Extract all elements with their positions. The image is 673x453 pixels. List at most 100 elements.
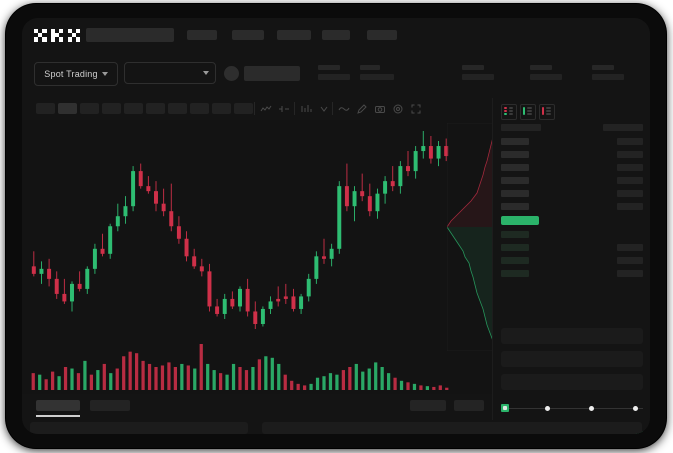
stat-value xyxy=(318,74,350,80)
timeframe-button-3[interactable] xyxy=(80,103,99,114)
stat-24h-volume xyxy=(592,65,624,80)
chevron-down-icon xyxy=(203,71,209,75)
timeframe-button-6[interactable] xyxy=(146,103,165,114)
logo-block xyxy=(59,37,64,42)
chart-tab-depth[interactable] xyxy=(90,400,130,411)
logo-block xyxy=(67,29,72,34)
stat-label xyxy=(462,65,484,70)
amount-slider[interactable] xyxy=(501,403,643,413)
ob-col-price xyxy=(501,124,541,131)
wave-indicator-icon[interactable] xyxy=(338,103,350,115)
line-type-icon[interactable] xyxy=(278,103,290,115)
ask-amount xyxy=(617,138,643,145)
logo-block xyxy=(42,29,47,34)
toolbar-divider xyxy=(254,102,255,115)
order-total-field[interactable] xyxy=(501,374,643,390)
ask-amount xyxy=(617,203,643,210)
nav-item-4[interactable] xyxy=(322,30,350,40)
logo-block xyxy=(42,37,47,42)
fullscreen-icon[interactable] xyxy=(410,103,422,115)
logo-block xyxy=(76,37,81,42)
nav-item-2[interactable] xyxy=(232,30,264,40)
draw-pencil-icon[interactable] xyxy=(356,103,368,115)
timeframe-button-5[interactable] xyxy=(124,103,143,114)
timeframe-button-2[interactable] xyxy=(58,103,77,114)
bid-amount xyxy=(617,270,643,277)
bid-price xyxy=(501,270,529,277)
slider-handle[interactable] xyxy=(501,404,509,412)
ask-price xyxy=(501,164,529,171)
ask-price xyxy=(501,203,529,210)
chart-bottom-tabs xyxy=(22,394,492,420)
timeframe-button-1[interactable] xyxy=(36,103,55,114)
price-chart-panel[interactable] xyxy=(22,120,499,394)
nav-item-1[interactable] xyxy=(187,30,217,40)
slider-step-50[interactable] xyxy=(589,405,594,411)
logo-block xyxy=(59,29,64,34)
slider-step-25[interactable] xyxy=(545,405,550,411)
timeframe-button-9[interactable] xyxy=(212,103,231,114)
slider-track xyxy=(505,407,643,409)
compare-chevron-icon[interactable] xyxy=(318,103,330,115)
bottom-panel-positions[interactable] xyxy=(262,422,642,434)
logo-block xyxy=(71,33,76,38)
buy-sell-tabs: Buy Sell xyxy=(493,294,650,320)
stat-24h-change xyxy=(360,65,394,80)
bid-amount xyxy=(617,244,643,251)
bottom-panel-orders[interactable] xyxy=(30,422,248,434)
ask-amount xyxy=(617,177,643,184)
bid-amount xyxy=(617,257,643,264)
bid-price xyxy=(501,257,529,264)
last-price-value xyxy=(244,66,300,81)
indicators-icon[interactable] xyxy=(300,103,312,115)
settings-gear-icon[interactable] xyxy=(392,103,404,115)
stat-label xyxy=(318,65,340,70)
market-sub-header: Spot Trading xyxy=(22,52,650,98)
orderbook-trade-panel: Buy Sell xyxy=(492,98,650,434)
chart-tab-chart[interactable] xyxy=(36,400,80,411)
okx-logo[interactable] xyxy=(34,29,81,42)
logo-block xyxy=(34,29,39,34)
nav-item-5[interactable] xyxy=(367,30,397,40)
chart-control-1[interactable] xyxy=(410,400,446,411)
top-navigation-bar xyxy=(22,18,650,52)
stat-label xyxy=(530,65,552,70)
nav-item-3[interactable] xyxy=(277,30,311,40)
ask-price xyxy=(501,138,529,145)
market-type-selector[interactable]: Spot Trading xyxy=(34,62,118,86)
timeframe-button-4[interactable] xyxy=(102,103,121,114)
bid-price xyxy=(501,244,529,251)
trading-pair-selector[interactable] xyxy=(124,62,216,84)
logo-block xyxy=(50,29,55,34)
ob-mode-bids[interactable] xyxy=(520,104,536,120)
logo-block xyxy=(34,37,39,42)
camera-icon[interactable] xyxy=(374,103,386,115)
market-type-label: Spot Trading xyxy=(44,69,98,79)
bid-price xyxy=(501,231,529,238)
ob-mode-asks[interactable] xyxy=(539,104,555,120)
timeframe-button-10[interactable] xyxy=(234,103,253,114)
order-amount-field[interactable] xyxy=(501,351,643,367)
timeframe-button-7[interactable] xyxy=(168,103,187,114)
chart-control-2[interactable] xyxy=(454,400,484,411)
toolbar-divider xyxy=(332,102,333,115)
stat-label xyxy=(592,65,614,70)
logo-block xyxy=(50,33,55,38)
ob-mode-both[interactable] xyxy=(501,104,517,120)
ob-col-amount xyxy=(603,124,643,131)
coin-avatar xyxy=(224,66,239,81)
global-search-input[interactable] xyxy=(86,28,174,42)
order-price-field[interactable] xyxy=(501,328,643,344)
logo-block xyxy=(50,37,55,42)
logo-block xyxy=(38,33,43,38)
candlestick-type-icon[interactable] xyxy=(260,103,272,115)
stat-value xyxy=(462,74,494,80)
stat-label xyxy=(360,65,380,70)
stat-value xyxy=(360,74,394,80)
timeframe-button-8[interactable] xyxy=(190,103,209,114)
app-screen: Spot Trading xyxy=(22,18,650,434)
slider-step-75[interactable] xyxy=(633,405,638,411)
ask-amount xyxy=(617,151,643,158)
orderbook-spread-highlight[interactable] xyxy=(501,216,539,225)
active-tab-underline xyxy=(36,415,80,417)
